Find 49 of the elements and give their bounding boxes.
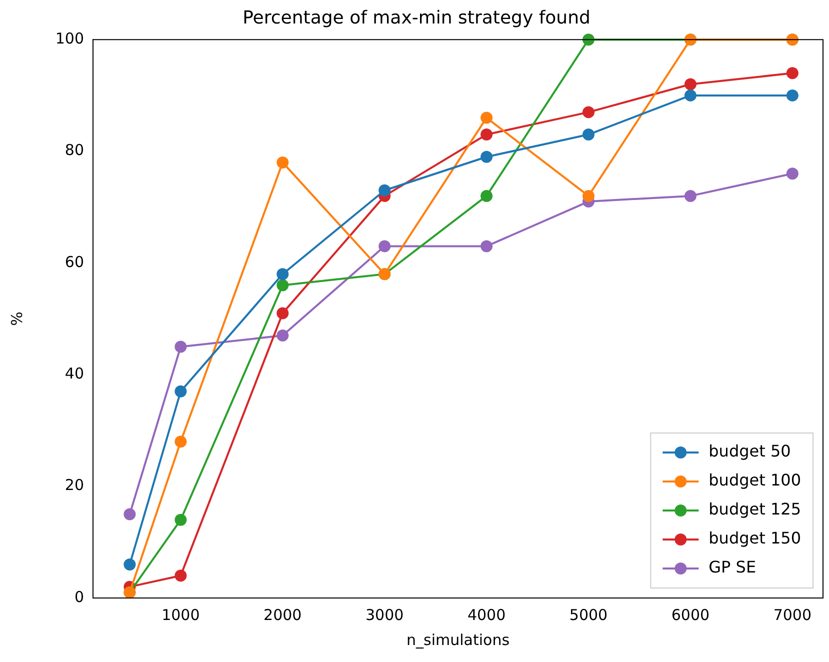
x-tick-label: 4000 <box>467 606 506 624</box>
point <box>174 514 187 526</box>
x-tick-label: 5000 <box>569 606 608 624</box>
point <box>124 558 136 570</box>
point <box>582 128 595 141</box>
point <box>480 190 493 202</box>
chart-title: Percentage of max-min strategy found <box>242 7 590 28</box>
point <box>480 240 493 252</box>
x-tick-label: 6000 <box>671 606 710 624</box>
point <box>684 78 696 90</box>
y-tick-label: 40 <box>64 364 84 383</box>
point <box>378 184 391 196</box>
y-tick-label: 100 <box>55 29 84 48</box>
x-axis-title: n_simulations <box>406 630 510 649</box>
point <box>684 89 696 102</box>
point <box>276 156 289 168</box>
legend-label: budget 125 <box>708 500 802 519</box>
point <box>174 436 187 448</box>
x-tick-label: 3000 <box>366 606 404 624</box>
legend-label: GP SE <box>708 558 756 577</box>
point <box>174 385 187 398</box>
point <box>480 128 493 141</box>
point <box>582 106 595 118</box>
y-tick-label: 80 <box>64 141 84 160</box>
point <box>378 240 391 252</box>
y-tick-label: 0 <box>74 588 84 606</box>
x-tick-label: 7000 <box>773 606 812 624</box>
legend-label: budget 150 <box>708 528 802 548</box>
point <box>276 330 289 342</box>
point <box>582 190 595 202</box>
x-tick-label: 2000 <box>264 606 302 624</box>
point <box>480 112 493 124</box>
legend-label: budget 100 <box>708 470 802 490</box>
point <box>276 307 289 320</box>
point <box>786 67 798 80</box>
y-tick-label: 20 <box>64 476 84 494</box>
point <box>786 89 798 102</box>
point <box>786 168 798 180</box>
x-tick-label: 1000 <box>162 606 200 624</box>
y-axis-title: % <box>8 312 26 326</box>
y-tick-label: 60 <box>64 252 84 271</box>
point <box>174 570 187 582</box>
point <box>480 150 493 163</box>
point <box>174 340 187 353</box>
point <box>684 190 696 202</box>
point <box>276 268 289 280</box>
legend-label: budget 50 <box>708 442 791 461</box>
point <box>276 279 289 292</box>
point <box>124 508 136 520</box>
